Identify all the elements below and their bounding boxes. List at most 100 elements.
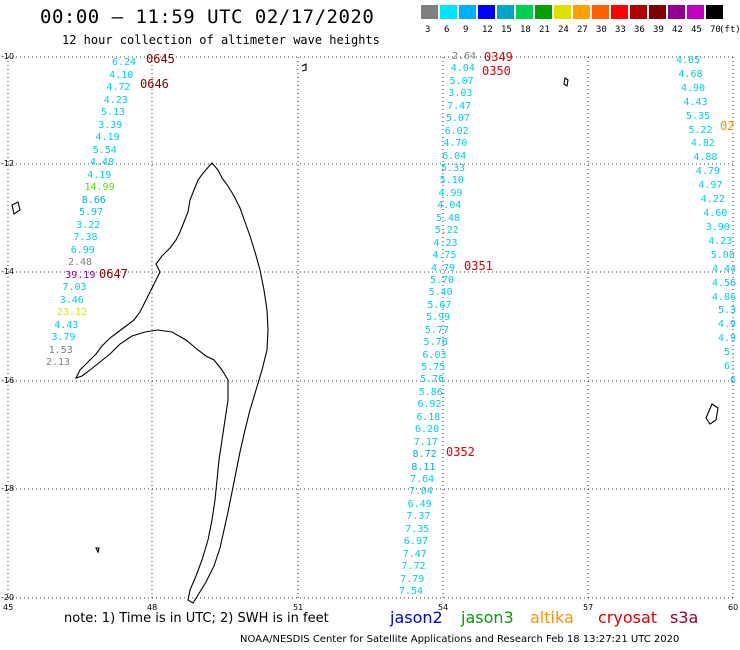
wave-height-value: 5.86 [418, 386, 443, 398]
wave-height-value: 5.33 [440, 162, 465, 174]
wave-height-value: 5. [724, 347, 737, 359]
wave-height-value: 3.90 [705, 221, 730, 233]
wave-height-value: 14.99 [84, 182, 115, 193]
lat-label: -12 [1, 159, 15, 168]
wave-height-value: 7.72 [401, 561, 426, 573]
wave-height-value: 6.24 [112, 57, 137, 68]
legend-swatch [478, 5, 495, 19]
legend-swatch [668, 5, 685, 19]
wave-height-value: 7.17 [413, 436, 438, 448]
lon-label: 51 [293, 603, 304, 612]
legend-swatch [592, 5, 609, 19]
satellite-jason3: jason3 [461, 608, 514, 627]
pass-time-label: 0647 [99, 267, 128, 281]
satellite-cryosat: cryosat [598, 608, 658, 627]
wave-height-value: 4.88 [693, 152, 718, 164]
legend-swatch [573, 5, 590, 19]
footer-credit: NOAA/NESDIS Center for Satellite Applica… [240, 634, 680, 645]
wave-height-value: 3.46 [59, 294, 84, 306]
wave-height-value: 3.79 [51, 332, 76, 343]
wave-height-value: 6 [730, 375, 737, 386]
wave-height-value: 5.76 [419, 374, 445, 386]
wave-height-value: 7.54 [399, 586, 424, 597]
wave-height-value: 2.64 [452, 51, 477, 62]
lon-label: 57 [583, 603, 594, 612]
lat-label: -16 [1, 376, 15, 385]
wave-height-value: 5.3 [718, 305, 737, 317]
pass-time-label: 0350 [482, 64, 511, 78]
lon-label: 45 [3, 603, 14, 612]
legend-label: 3 [425, 25, 431, 35]
wave-height-value: 5.22 [434, 225, 459, 237]
legend-label: 12 [482, 25, 493, 35]
wave-height-value: 4.9 [718, 319, 737, 331]
wave-height-value: 4.86 [712, 291, 737, 303]
wave-height-value: 6.20 [415, 424, 440, 436]
legend-label: 39 [653, 25, 664, 35]
wave-height-value: 5.54 [92, 144, 117, 156]
wave-height-value: 4.10 [109, 69, 134, 81]
wave-height-value: 4.82 [690, 138, 715, 150]
legend-swatch [611, 5, 628, 19]
wave-height-value: 4.43 [683, 96, 708, 108]
wave-height-value: 4.19 [87, 169, 112, 181]
legend-label: 42 [672, 25, 683, 35]
wave-height-value: 4.23 [708, 235, 733, 247]
pass-time-label: 0646 [140, 77, 169, 91]
page-subtitle: 12 hour collection of altimeter wave hei… [62, 33, 380, 47]
legend-label: 24 [558, 25, 569, 35]
wave-height-value: 4.56 [712, 277, 737, 289]
wave-height-value: 5.67 [427, 299, 452, 311]
wave-height-value: 4.60 [703, 208, 728, 220]
legend-swatch [440, 5, 457, 19]
wave-height-value: 3.39 [98, 119, 123, 131]
wave-height-value: 5.07 [449, 75, 474, 87]
satellite-s3a: s3a [670, 608, 699, 627]
legend-label: 30 [596, 25, 607, 35]
pass-time-label: 0352 [446, 445, 475, 459]
wave-height-value: 5.78 [423, 337, 448, 349]
wave-height-value: 4.04 [437, 200, 462, 212]
wave-height-value: 7.03 [62, 282, 87, 293]
wave-height-value: 7.38 [73, 232, 98, 243]
islet-north [301, 63, 307, 72]
legend-label: 15 [501, 25, 512, 35]
wave-height-value: 5.35 [685, 110, 710, 122]
legend-label: 36 [634, 25, 645, 35]
wave-height-value: 8.72 [412, 449, 437, 461]
wave-height-value: 5.40 [428, 287, 453, 299]
wave-height-value: 4.79 [431, 262, 456, 274]
wave-height-value: 1.53 [48, 344, 73, 356]
legend-swatch [497, 5, 514, 19]
legend-swatch [649, 5, 666, 19]
lat-label: -14 [1, 267, 15, 276]
wave-height-value: 5.77 [424, 324, 449, 336]
legend-label: 27 [577, 25, 588, 35]
wave-height-value: 6. [724, 361, 737, 373]
pass-time-label: 0351 [464, 259, 493, 273]
wave-height-value: 6.02 [444, 125, 469, 137]
wave-height-value: 6.03 [422, 349, 447, 361]
wave-height-value: 4.65 [676, 55, 701, 66]
wave-height-value: 4.79 [695, 166, 720, 178]
lon-label: 54 [438, 603, 449, 612]
lon-label: 48 [147, 603, 158, 612]
legend-swatch [687, 5, 704, 19]
wave-height-value: 2.13 [46, 357, 71, 368]
wave-height-value: 7.35 [405, 523, 430, 535]
wave-height-value: 4.04 [450, 63, 475, 75]
wave-height-value: 8.11 [411, 461, 436, 473]
wave-height-value: 5.22 [688, 124, 713, 136]
wave-height-value: 39.19 [65, 269, 96, 281]
wave-height-value: 4.48 [90, 157, 115, 168]
wave-height-value: 4.72 [106, 82, 131, 93]
legend-swatch [535, 5, 552, 19]
legend-swatch [516, 5, 533, 19]
legend-unit: (ft) [719, 25, 740, 35]
legend-swatch [421, 5, 438, 19]
wave-height-value: 5.10 [439, 175, 464, 187]
wave-height-value: 6.92 [417, 399, 442, 411]
lat-label: -10 [1, 52, 15, 61]
wave-height-value: 4.9 [718, 333, 737, 345]
